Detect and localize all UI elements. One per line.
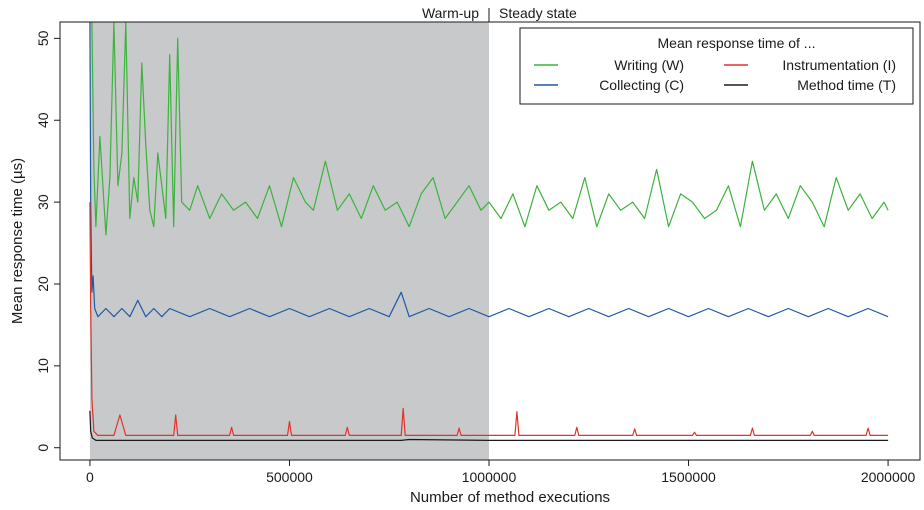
y-tick-label: 40 [35, 112, 51, 128]
x-tick-label: 500000 [266, 469, 313, 485]
series-line-instrumentation [89, 202, 889, 436]
y-tick-label: 10 [35, 358, 51, 374]
region-label-steady-state: Steady state [499, 5, 577, 21]
warm-up-region [89, 22, 490, 460]
legend-label-method: Method time (T) [797, 77, 896, 93]
series-line-writing [89, 22, 889, 236]
y-tick-label: 0 [35, 444, 51, 452]
series-line-method [89, 410, 889, 441]
series-group [89, 22, 889, 441]
y-axis-title: Mean response time (µs) [9, 158, 26, 324]
legend-label-writing: Writing (W) [614, 57, 684, 73]
series-line-collecting [89, 22, 889, 318]
legend-box [519, 27, 914, 105]
y-tick-label: 50 [35, 30, 51, 46]
y-tick-label: 20 [35, 276, 51, 292]
plot-frame [59, 21, 921, 461]
plot-area [89, 22, 889, 460]
x-axis-title: Number of method executions [410, 489, 610, 506]
x-tick-label: 1000000 [462, 469, 517, 485]
legend-label-collecting: Collecting (C) [599, 77, 684, 93]
legend-label-instrumentation: Instrumentation (I) [782, 57, 896, 73]
x-tick-label: 2000000 [861, 469, 916, 485]
region-label-warm-up: Warm-up [422, 5, 479, 21]
legend: Mean response time of ... Writing (W) Inst… [519, 27, 914, 105]
x-tick-label: 1500000 [661, 469, 716, 485]
y-tick-label: 30 [35, 194, 51, 210]
legend-title: Mean response time of ... [658, 35, 816, 51]
axes: Warm-up Steady state 0 500000 1000000 1500000… [35, 5, 921, 485]
x-tick-label: 0 [86, 469, 94, 485]
